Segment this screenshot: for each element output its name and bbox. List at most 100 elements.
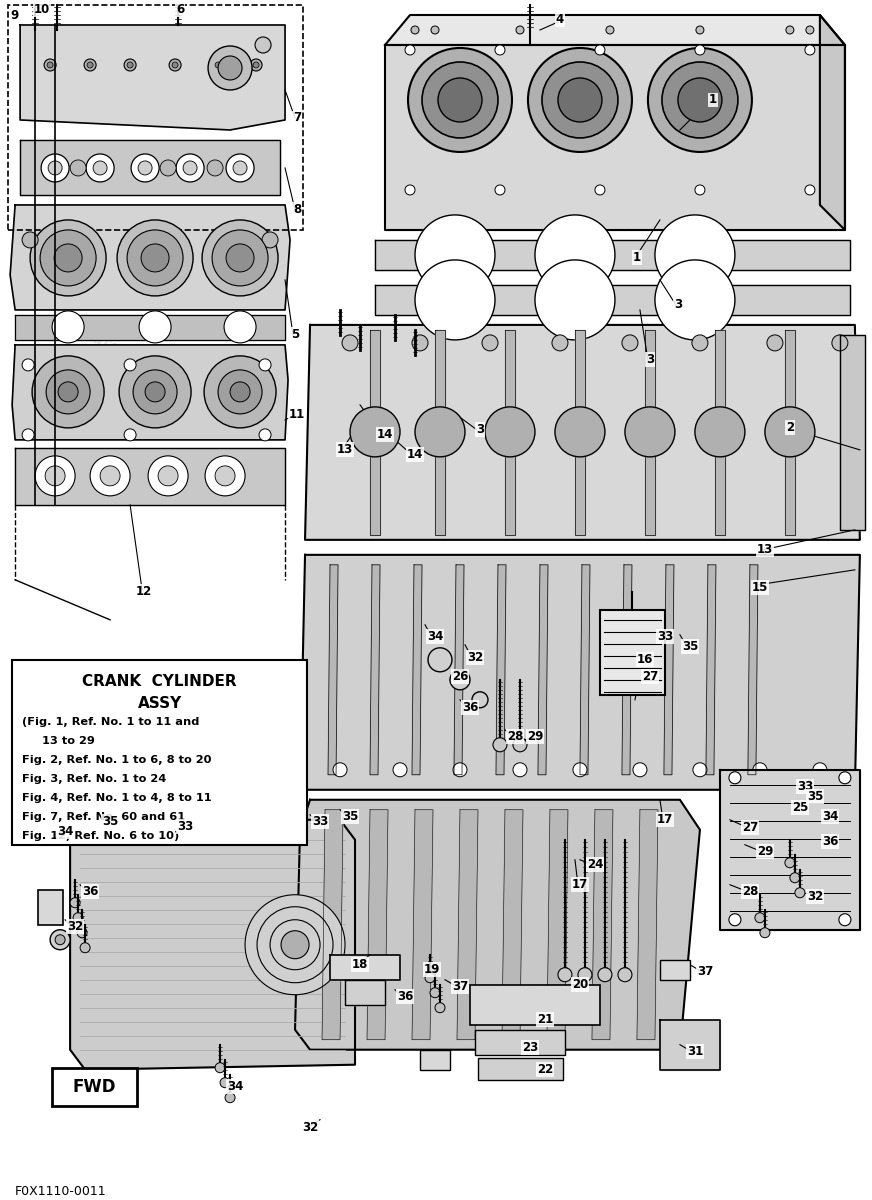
Text: 26: 26 <box>452 671 468 683</box>
Polygon shape <box>706 565 716 775</box>
Circle shape <box>555 407 605 457</box>
Circle shape <box>755 913 765 923</box>
Circle shape <box>233 161 247 175</box>
Circle shape <box>422 62 498 138</box>
Circle shape <box>218 56 242 80</box>
Text: 3: 3 <box>476 424 484 437</box>
Circle shape <box>52 311 84 343</box>
Polygon shape <box>637 810 658 1039</box>
Circle shape <box>785 858 795 868</box>
Polygon shape <box>20 25 285 130</box>
Circle shape <box>573 763 587 776</box>
Text: 35: 35 <box>807 791 823 803</box>
Circle shape <box>485 407 535 457</box>
Circle shape <box>805 44 815 55</box>
Bar <box>475 1030 565 1055</box>
Text: 34: 34 <box>426 630 443 643</box>
Circle shape <box>259 428 271 440</box>
Circle shape <box>655 215 735 295</box>
Text: 4: 4 <box>555 13 564 26</box>
Circle shape <box>215 466 235 486</box>
Circle shape <box>595 44 605 55</box>
Circle shape <box>262 232 278 248</box>
Circle shape <box>412 335 428 350</box>
Text: 29: 29 <box>527 731 543 743</box>
Circle shape <box>415 215 495 295</box>
Circle shape <box>84 59 96 71</box>
Circle shape <box>790 872 800 883</box>
Circle shape <box>158 466 178 486</box>
Circle shape <box>535 215 615 295</box>
Circle shape <box>408 48 512 152</box>
Text: 25: 25 <box>792 802 808 815</box>
Circle shape <box>87 62 93 68</box>
Polygon shape <box>385 44 845 230</box>
Text: Fig. 4, Ref. No. 1 to 4, 8 to 11: Fig. 4, Ref. No. 1 to 4, 8 to 11 <box>22 793 212 803</box>
Circle shape <box>202 220 278 296</box>
Circle shape <box>245 895 345 995</box>
Circle shape <box>482 335 498 350</box>
Circle shape <box>145 382 165 402</box>
Text: © Boats.net: © Boats.net <box>48 665 152 736</box>
Polygon shape <box>15 448 285 505</box>
Circle shape <box>131 154 159 182</box>
Text: 19: 19 <box>424 964 440 977</box>
Text: 24: 24 <box>587 858 603 871</box>
Polygon shape <box>305 325 860 540</box>
Circle shape <box>141 244 169 272</box>
Text: 6: 6 <box>176 4 184 17</box>
Circle shape <box>598 967 612 982</box>
Circle shape <box>253 62 259 68</box>
Text: 14: 14 <box>377 428 393 442</box>
Circle shape <box>435 1003 445 1013</box>
Circle shape <box>119 356 191 428</box>
Circle shape <box>148 456 188 496</box>
Circle shape <box>215 1063 225 1073</box>
Circle shape <box>357 414 393 450</box>
Circle shape <box>100 466 120 486</box>
Polygon shape <box>300 554 860 790</box>
Circle shape <box>212 59 224 71</box>
Text: CRANK  CYLINDER: CRANK CYLINDER <box>82 674 237 689</box>
Bar <box>600 610 665 695</box>
Polygon shape <box>505 330 515 535</box>
Polygon shape <box>370 565 380 775</box>
Polygon shape <box>748 565 758 775</box>
Circle shape <box>169 59 181 71</box>
Circle shape <box>453 763 467 776</box>
Circle shape <box>124 428 136 440</box>
Polygon shape <box>547 810 568 1039</box>
Circle shape <box>552 335 568 350</box>
Circle shape <box>702 414 738 450</box>
Text: 27: 27 <box>642 671 658 683</box>
Text: 8: 8 <box>293 204 301 216</box>
Polygon shape <box>454 565 464 775</box>
Circle shape <box>172 62 178 68</box>
Circle shape <box>40 230 96 286</box>
Polygon shape <box>15 314 285 340</box>
Text: 37: 37 <box>697 965 713 978</box>
Circle shape <box>90 456 130 496</box>
Polygon shape <box>322 810 343 1039</box>
Circle shape <box>729 772 741 784</box>
Text: 3: 3 <box>674 299 682 312</box>
Text: 35: 35 <box>342 810 358 823</box>
Circle shape <box>176 154 204 182</box>
Circle shape <box>224 311 256 343</box>
Text: © Boats.net: © Boats.net <box>298 914 402 985</box>
Circle shape <box>805 185 815 194</box>
Circle shape <box>558 78 602 122</box>
Circle shape <box>86 154 114 182</box>
Circle shape <box>618 967 632 982</box>
Circle shape <box>415 407 465 457</box>
Text: 1: 1 <box>709 94 717 107</box>
Polygon shape <box>645 330 655 535</box>
Circle shape <box>22 232 38 248</box>
Text: 28: 28 <box>742 886 758 899</box>
Polygon shape <box>820 14 845 230</box>
Text: Fig. 12, Ref. No. 6 to 10): Fig. 12, Ref. No. 6 to 10) <box>22 830 180 841</box>
Text: 10: 10 <box>34 4 51 17</box>
Polygon shape <box>660 1020 720 1069</box>
Circle shape <box>54 244 82 272</box>
Circle shape <box>431 26 439 34</box>
